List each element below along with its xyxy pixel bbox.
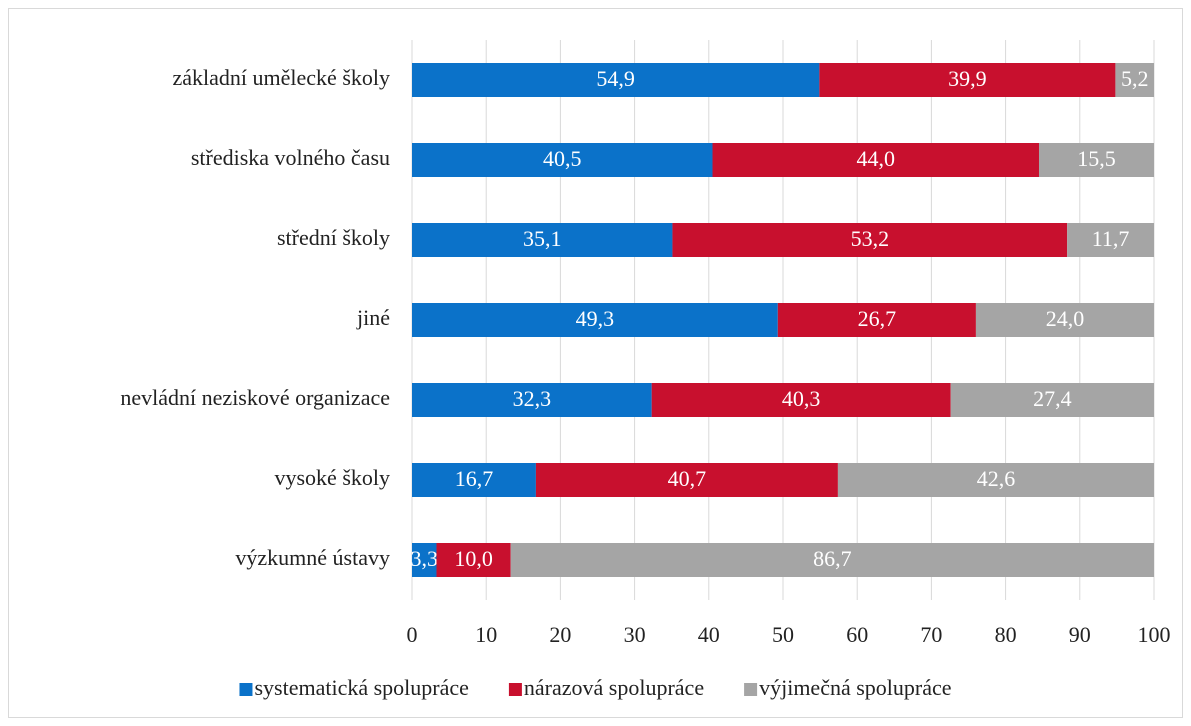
y-tick-label: střední školy	[277, 225, 390, 250]
bar-segment	[535, 463, 838, 497]
bar-segment	[837, 463, 1154, 497]
data-label: 44,0	[857, 146, 896, 171]
bar-segment	[712, 143, 1039, 177]
legend-swatch	[239, 683, 253, 696]
data-label: 40,7	[668, 466, 707, 491]
x-tick-label: 30	[624, 622, 646, 647]
data-label: 54,9	[596, 66, 635, 91]
data-label: 40,5	[543, 146, 582, 171]
x-tick-label: 50	[772, 622, 794, 647]
x-tick-label: 10	[475, 622, 497, 647]
bar-segment	[1115, 63, 1154, 97]
bar-segment	[651, 383, 951, 417]
data-label: 53,2	[851, 226, 890, 251]
data-label: 40,3	[782, 386, 821, 411]
y-tick-label: vysoké školy	[275, 465, 391, 490]
x-tick-label: 0	[407, 622, 418, 647]
bar-segment	[412, 63, 820, 97]
bar-segment	[950, 383, 1154, 417]
data-label: 5,2	[1121, 66, 1149, 91]
y-tick-label: nevládní neziskové organizace	[120, 385, 390, 410]
bar-segment	[412, 463, 536, 497]
data-label: 26,7	[858, 306, 897, 331]
data-label: 11,7	[1092, 226, 1130, 251]
data-label: 39,9	[948, 66, 987, 91]
y-tick-label: základní umělecké školy	[173, 65, 390, 90]
bar-segment	[412, 383, 652, 417]
bar-segment	[672, 223, 1068, 257]
bar-segment	[975, 303, 1154, 337]
x-tick-label: 100	[1138, 622, 1171, 647]
y-tick-label: střediska volného času	[191, 145, 390, 170]
bar-segment	[777, 303, 976, 337]
bar-segment	[1067, 223, 1154, 257]
bar-segment	[819, 63, 1116, 97]
x-tick-label: 90	[1069, 622, 1091, 647]
data-label: 24,0	[1046, 306, 1085, 331]
bar-segment	[412, 223, 673, 257]
data-label: 27,4	[1033, 386, 1072, 411]
bar-segment	[412, 543, 437, 577]
chart-border	[8, 8, 1183, 718]
y-tick-label: jiné	[356, 305, 390, 330]
data-label: 3,3	[410, 546, 438, 571]
legend-label: systematická spolupráce	[254, 675, 468, 700]
bar-segment	[436, 543, 511, 577]
x-tick-label: 70	[920, 622, 942, 647]
data-label: 10,0	[454, 546, 493, 571]
x-tick-label: 80	[995, 622, 1017, 647]
x-tick-label: 40	[698, 622, 720, 647]
x-tick-label: 60	[846, 622, 868, 647]
data-label: 49,3	[576, 306, 615, 331]
data-label: 86,7	[813, 546, 852, 571]
legend-label: výjimečná spolupráce	[759, 675, 951, 700]
y-tick-label: výzkumné ústavy	[235, 545, 390, 570]
data-label: 35,1	[523, 226, 562, 251]
data-label: 42,6	[977, 466, 1016, 491]
legend-swatch	[508, 683, 522, 696]
data-label: 15,5	[1077, 146, 1116, 171]
bar-segment	[510, 543, 1154, 577]
bar-segment	[412, 303, 778, 337]
legend-swatch	[744, 683, 758, 696]
legend-label: nárazová spolupráce	[524, 675, 704, 700]
data-label: 32,3	[513, 386, 552, 411]
bar-segment	[1038, 143, 1154, 177]
x-tick-label: 20	[549, 622, 571, 647]
bar-segment	[412, 143, 713, 177]
data-label: 16,7	[455, 466, 494, 491]
